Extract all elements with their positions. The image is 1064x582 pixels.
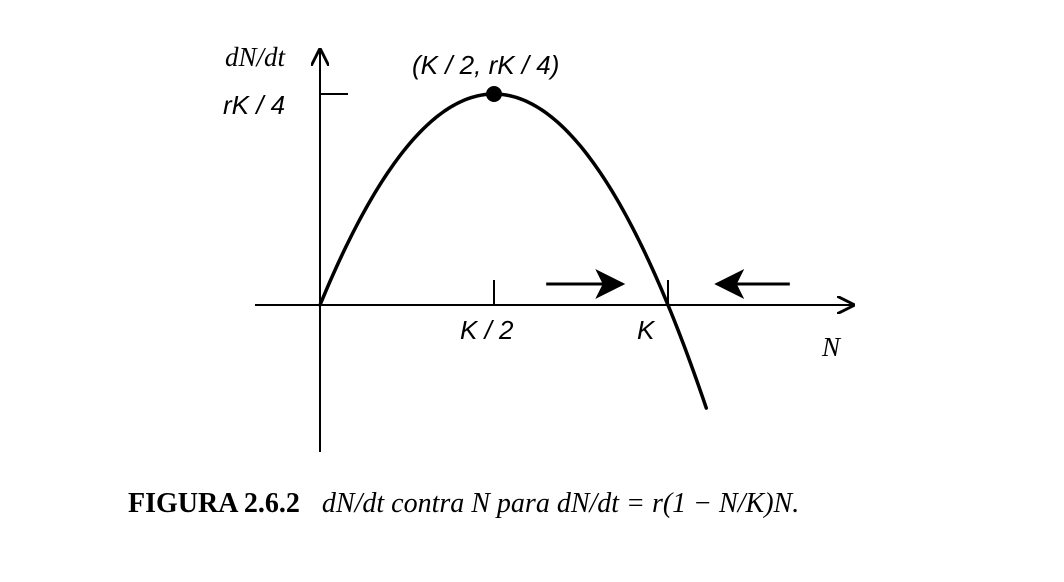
peak-point [486,86,502,102]
x-tick-k-label: K [637,315,656,345]
x-tick-half-k-label: K / 2 [460,315,514,345]
peak-label: (K / 2, rK / 4) [412,50,559,80]
caption-label: FIGURA 2.6.2 [128,488,300,519]
y-axis-label: dN/dt [225,42,287,72]
caption-text: dN/dt contra N para dN/dt = r(1 − N/K)N. [321,488,800,519]
x-axis-label: N [821,332,842,362]
figure-caption: FIGURA 2.6.2 dN/dt contra N para dN/dt = … [128,488,799,520]
y-tick-max-label: rK / 4 [223,90,285,120]
growth-curve [318,92,709,410]
